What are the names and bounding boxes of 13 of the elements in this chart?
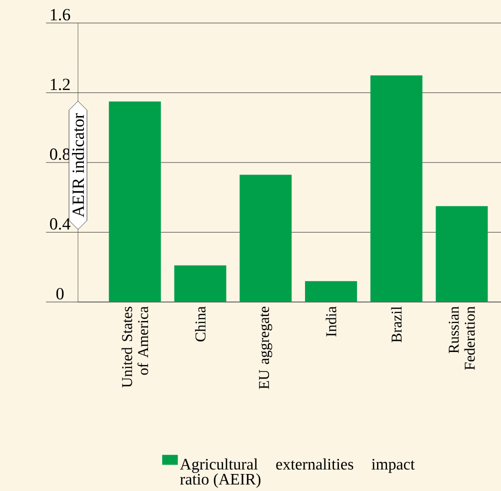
x-tick-label: United States of America	[122, 306, 148, 388]
legend-label: Agricultural externalities impact ratio (AEIR)	[180, 458, 415, 488]
y-axis-title: AEIR indicator	[72, 113, 84, 218]
y-tick-label: 0.8	[50, 148, 70, 160]
y-tick-label: 0	[56, 288, 64, 300]
x-tick-label: Russian Federation	[448, 306, 475, 370]
y-tick-label: 0.4	[50, 218, 70, 230]
x-tick-label: Brazil	[391, 306, 402, 342]
x-tick-label: EU aggregate	[259, 306, 272, 390]
x-tick-label: India	[326, 306, 336, 336]
x-tick-label: China	[194, 306, 206, 342]
y-tick-label: 1.2	[50, 78, 70, 90]
y-tick-label: 1.6	[50, 8, 70, 20]
